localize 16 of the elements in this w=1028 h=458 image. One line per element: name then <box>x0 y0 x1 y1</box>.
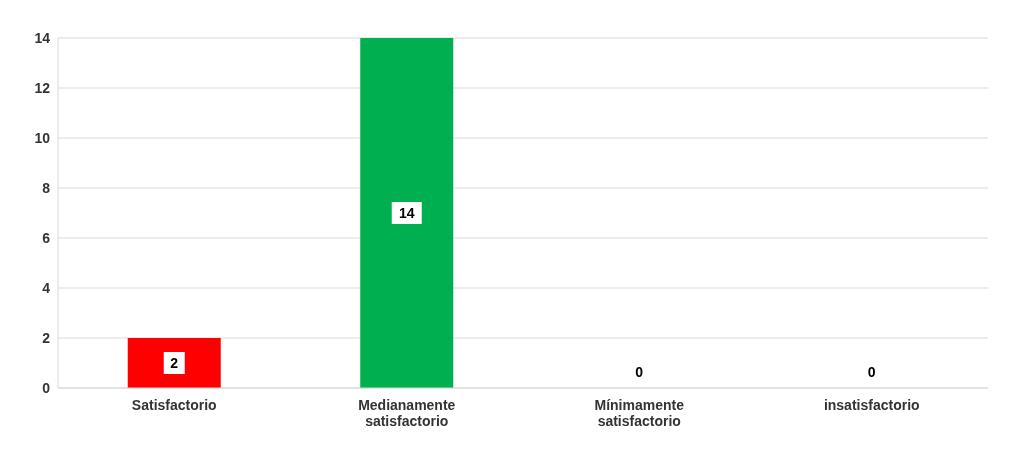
y-tick-label: 4 <box>42 279 51 296</box>
y-tick-label: 6 <box>42 229 51 246</box>
data-label: 2 <box>170 355 179 371</box>
y-tick-label: 12 <box>34 79 51 96</box>
y-tick-label: 0 <box>42 379 51 396</box>
data-label: 14 <box>398 205 415 221</box>
y-tick-label: 2 <box>42 329 51 346</box>
y-tick-label: 8 <box>42 179 51 196</box>
x-tick-label: Medianamente satisfactorio <box>358 397 456 429</box>
x-tick-label: Satisfactorio <box>131 397 217 413</box>
y-tick-label: 10 <box>34 129 51 146</box>
x-tick-label: insatisfactorio <box>823 397 920 413</box>
x-tick-label: Mínimamente satisfactorio <box>594 397 685 429</box>
data-label: 0 <box>635 364 644 380</box>
y-tick-label: 14 <box>34 29 51 46</box>
data-label: 0 <box>867 364 876 380</box>
